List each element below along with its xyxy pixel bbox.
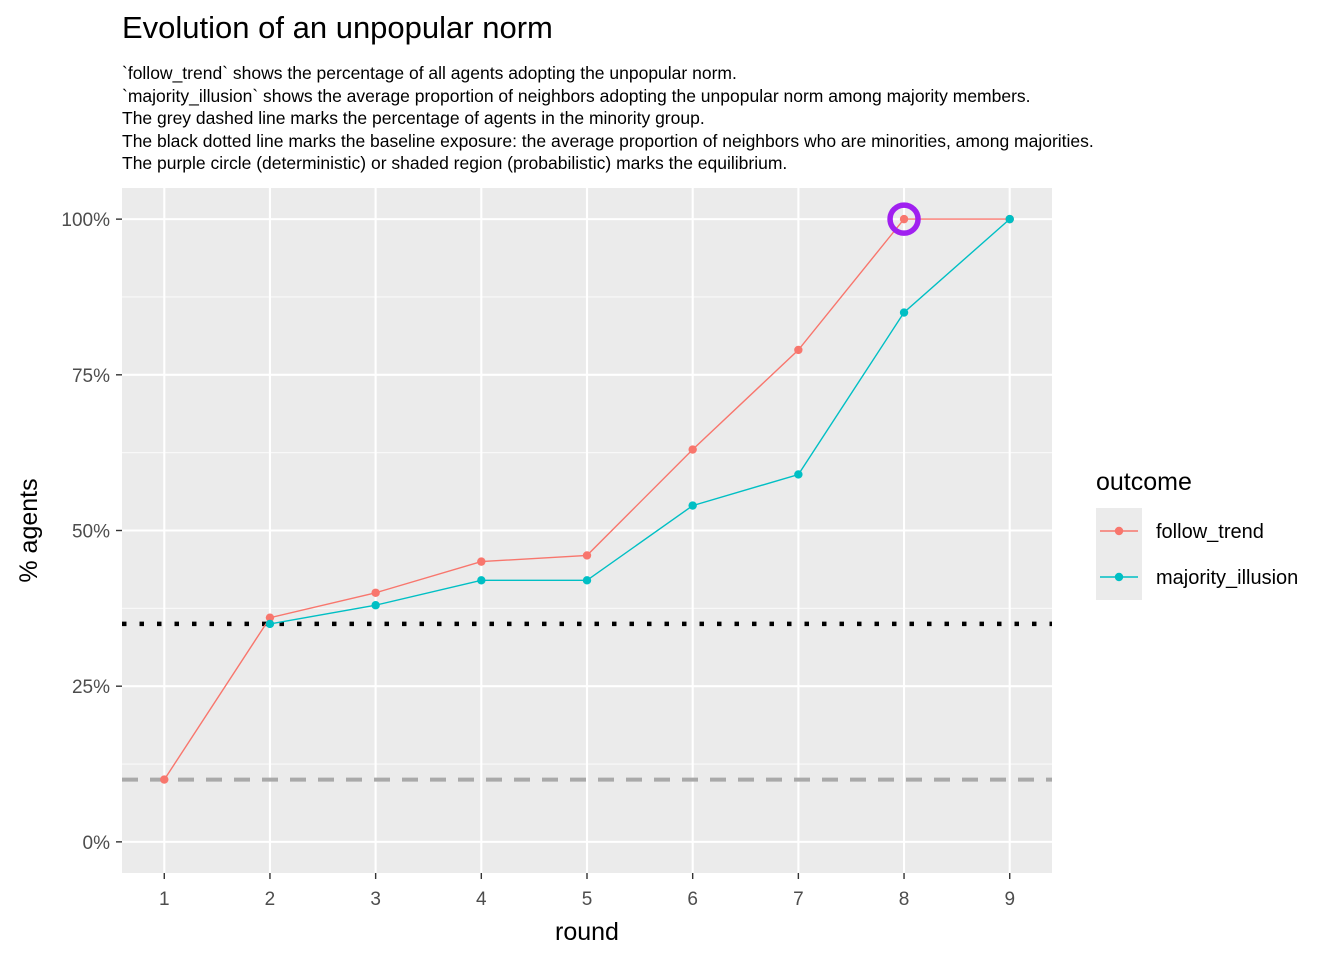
- y-tick-label: 50%: [72, 522, 110, 543]
- x-tick-label: 5: [582, 889, 593, 910]
- x-tick-label: 1: [159, 889, 170, 910]
- subtitle-line: `majority_illusion` shows the average pr…: [122, 85, 1031, 106]
- legend-title: outcome: [1096, 468, 1192, 496]
- follow_trend-point: [582, 551, 592, 560]
- majority_illusion-point: [477, 576, 486, 585]
- x-tick-label: 3: [370, 889, 381, 910]
- chart-title: Evolution of an unpopular norm: [122, 10, 553, 45]
- follow_trend-point: [794, 345, 803, 355]
- majority_illusion-line: [269, 218, 1011, 625]
- majority_illusion-point: [899, 308, 909, 317]
- chart-subtitle: `follow_trend` shows the percentage of a…: [122, 62, 1094, 175]
- majority_illusion-point: [371, 601, 380, 610]
- x-tick-label: 6: [687, 889, 698, 910]
- x-tick-label: 7: [793, 889, 804, 910]
- legend-label-majority-illusion: majority_illusion: [1156, 567, 1298, 589]
- majority_illusion-point: [582, 576, 592, 585]
- subtitle-line: The black dotted line marks the baseline…: [122, 130, 1094, 151]
- follow_trend-point: [265, 613, 275, 622]
- legend-key-point: [1114, 572, 1124, 582]
- follow_trend-point: [477, 557, 486, 566]
- equilibrium-marker: [887, 202, 921, 236]
- subtitle-line: The purple circle (deterministic) or sha…: [122, 153, 788, 174]
- follow_trend-point: [160, 775, 169, 784]
- x-tick-label: 4: [476, 889, 487, 910]
- x-axis-title: round: [555, 918, 619, 946]
- y-tick-label: 75%: [72, 366, 110, 387]
- x-tick-label: 8: [899, 889, 910, 910]
- legend-label-follow-trend: follow_trend: [1156, 521, 1264, 543]
- y-tick-label: 0%: [83, 833, 111, 854]
- subtitle-line: The grey dashed line marks the percentag…: [122, 108, 705, 129]
- x-tick-label: 9: [1004, 889, 1015, 910]
- follow_trend-point: [371, 588, 380, 597]
- subtitle-line: `follow_trend` shows the percentage of a…: [122, 63, 737, 83]
- follow_trend-point: [688, 445, 697, 454]
- y-tick-label: 25%: [72, 677, 110, 698]
- legend-key-point: [1114, 526, 1124, 536]
- follow_trend-point: [899, 214, 909, 224]
- majority_illusion-point: [794, 470, 803, 479]
- y-tick-label: 100%: [61, 210, 110, 231]
- majority_illusion-point: [1005, 214, 1014, 224]
- x-tick-label: 2: [265, 889, 276, 910]
- majority_illusion-point: [688, 501, 697, 510]
- y-axis-title: % agents: [15, 478, 43, 582]
- majority_illusion-point: [265, 619, 275, 629]
